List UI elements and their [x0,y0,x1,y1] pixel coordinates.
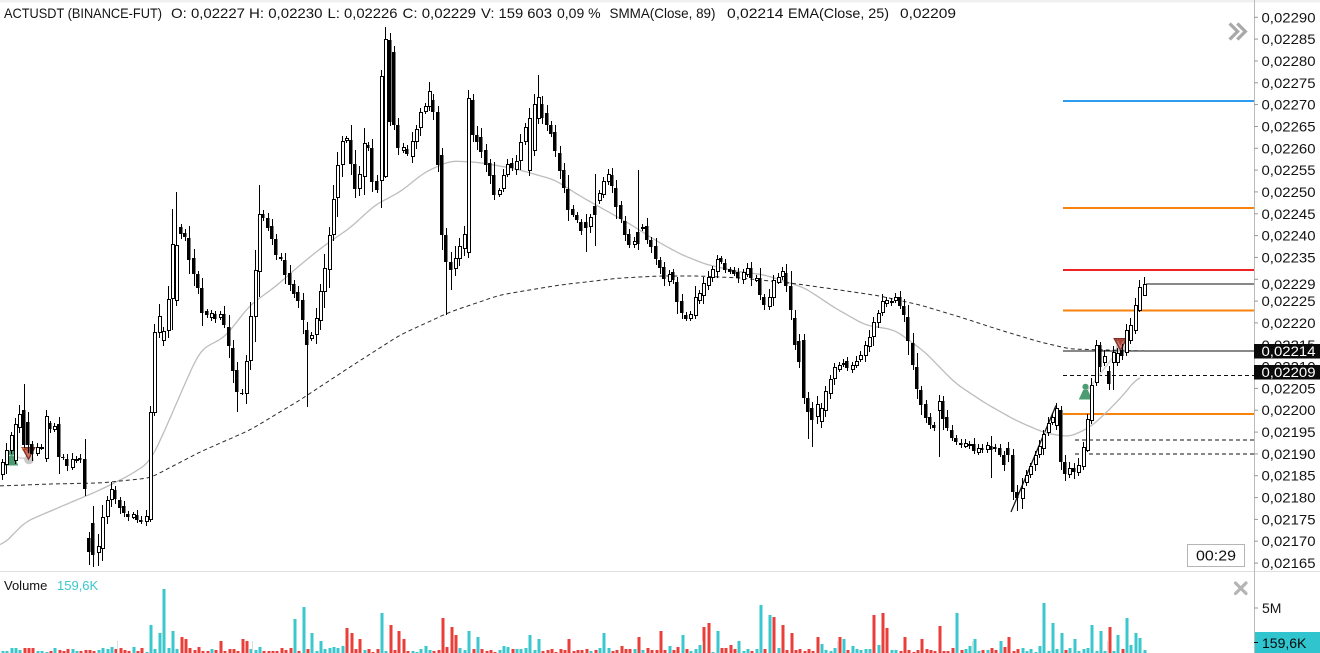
svg-text:0,02180: 0,02180 [1262,490,1316,506]
svg-text:159,6K: 159,6K [1262,635,1307,651]
svg-text:0,02214: 0,02214 [1262,343,1316,359]
svg-text:0,02220: 0,02220 [1262,315,1316,331]
svg-text:0,02175: 0,02175 [1262,511,1316,527]
svg-text:00:29: 00:29 [1196,548,1236,565]
svg-text:0,02260: 0,02260 [1262,140,1316,156]
svg-text:0,02235: 0,02235 [1262,249,1316,265]
svg-text:EMA(Close, 25): EMA(Close, 25) [788,5,889,21]
svg-text:0,02245: 0,02245 [1262,206,1316,222]
svg-text:0,02255: 0,02255 [1262,162,1316,178]
svg-text:0,02165: 0,02165 [1262,555,1316,571]
svg-text:Volume: Volume [4,578,47,593]
svg-text:0,02214: 0,02214 [727,5,784,21]
svg-text:0,02265: 0,02265 [1262,119,1316,135]
svg-text:0,02240: 0,02240 [1262,228,1316,244]
svg-text:V: 159 603: V: 159 603 [481,5,552,21]
svg-text:0,02229: 0,02229 [1262,276,1316,292]
svg-text:0,02200: 0,02200 [1262,402,1316,418]
svg-text:SMMA(Close, 89): SMMA(Close, 89) [610,5,716,21]
svg-text:ACTUSDT (BINANCE-FUT): ACTUSDT (BINANCE-FUT) [4,5,162,21]
svg-text:0,02185: 0,02185 [1262,468,1316,484]
svg-text:0,02190: 0,02190 [1262,446,1316,462]
svg-text:5M: 5M [1262,600,1281,616]
svg-text:0,09 %: 0,09 % [557,5,601,21]
svg-text:0,02170: 0,02170 [1262,533,1316,549]
svg-text:L: 0,02226: L: 0,02226 [328,5,398,21]
svg-text:0,02280: 0,02280 [1262,53,1316,69]
svg-text:0,02209: 0,02209 [900,5,956,21]
svg-text:0,02205: 0,02205 [1262,380,1316,396]
svg-text:H: 0,02230: H: 0,02230 [249,5,323,21]
svg-text:0,02250: 0,02250 [1262,184,1316,200]
svg-text:0,02195: 0,02195 [1262,424,1316,440]
svg-text:0,02270: 0,02270 [1262,97,1316,113]
svg-text:O: 0,02227: O: 0,02227 [171,5,245,21]
svg-text:0,02290: 0,02290 [1262,9,1316,25]
svg-text:0,02225: 0,02225 [1262,293,1316,309]
svg-text:0,02285: 0,02285 [1262,31,1316,47]
svg-text:0,02275: 0,02275 [1262,75,1316,91]
svg-text:0,02209: 0,02209 [1262,364,1316,380]
svg-text:159,6K: 159,6K [57,578,99,593]
svg-text:C: 0,02229: C: 0,02229 [403,5,477,21]
